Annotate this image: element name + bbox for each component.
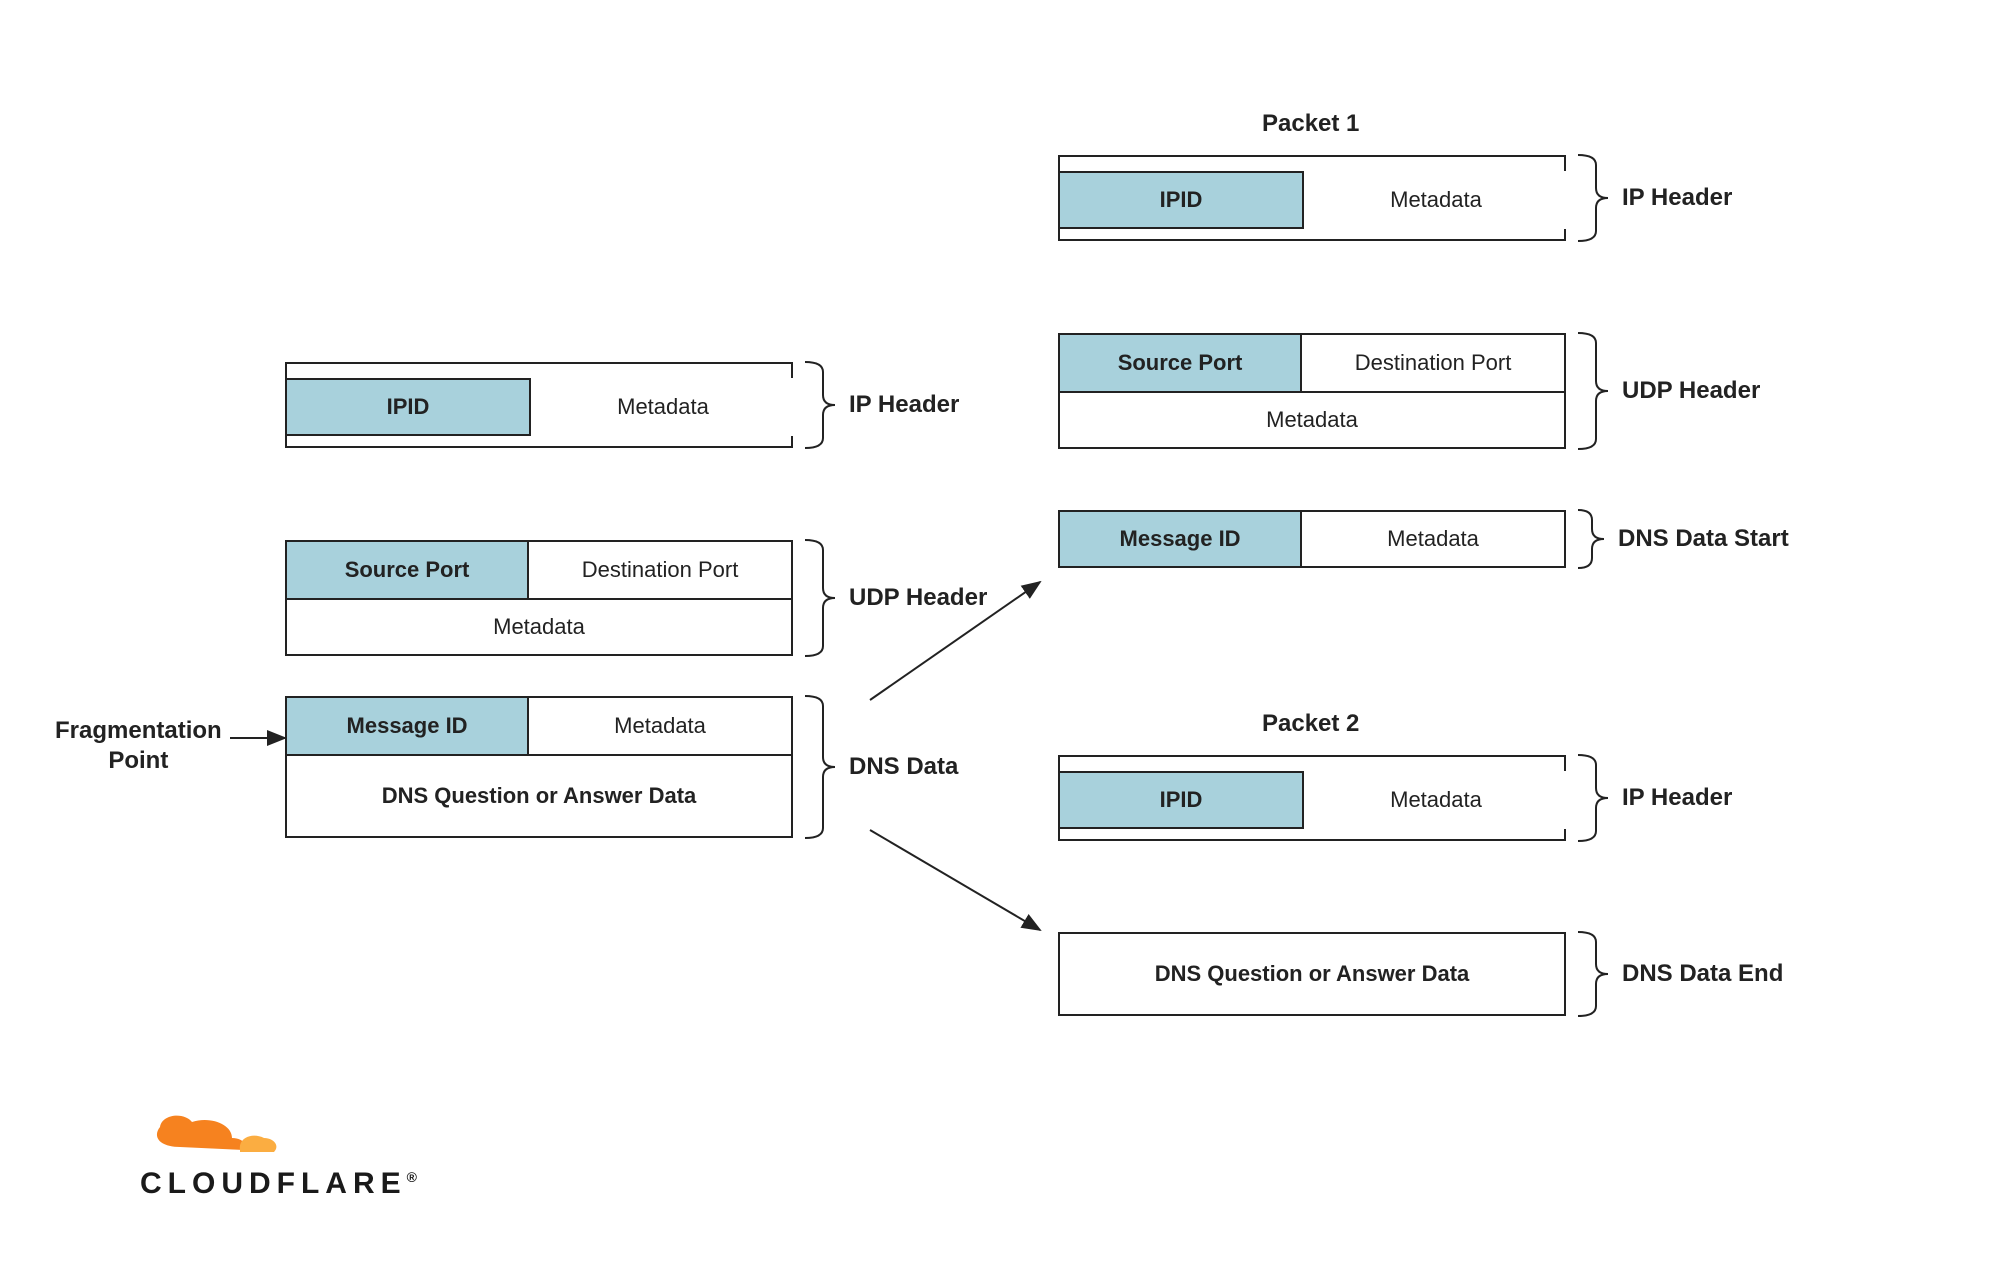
packet-1-title: Packet 1 (1262, 110, 1359, 138)
cell: Metadata (1304, 771, 1568, 829)
cell: Metadata (287, 600, 791, 654)
diagram-label: DNS Data (849, 753, 958, 781)
p1-udp-header: Source PortDestination PortMetadata (1058, 333, 1566, 449)
fragmentation-point-label: FragmentationPoint (55, 716, 222, 776)
highlight-cell: IPID (1060, 771, 1304, 829)
left-dns-data: Message IDMetadataDNS Question or Answer… (285, 696, 793, 838)
highlight-cell: Source Port (287, 542, 529, 598)
cell: Metadata (529, 698, 791, 754)
highlight-cell: IPID (287, 378, 531, 436)
highlight-cell: Message ID (1060, 512, 1302, 566)
diagram-label: IP Header (1622, 184, 1732, 212)
p1-ip-header: IPIDMetadata (1058, 155, 1566, 241)
left-ip-header: IPIDMetadata (285, 362, 793, 448)
cell: Destination Port (529, 542, 791, 598)
diagram-label: UDP Header (1622, 377, 1760, 405)
cloudflare-logo: CLOUDFLARE® (140, 1102, 417, 1201)
cell: DNS Question or Answer Data (287, 756, 791, 836)
cell: Metadata (1302, 512, 1564, 566)
diagram-label: DNS Data Start (1618, 525, 1789, 553)
cell: DNS Question or Answer Data (1060, 934, 1564, 1014)
cell: Metadata (1060, 393, 1564, 447)
cell: Metadata (1304, 171, 1568, 229)
diagram-label: IP Header (849, 391, 959, 419)
highlight-cell: Source Port (1060, 335, 1302, 391)
p1-dns-start: Message IDMetadata (1058, 510, 1566, 568)
cell: Destination Port (1302, 335, 1564, 391)
diagram-label: DNS Data End (1622, 960, 1783, 988)
p2-ip-header: IPIDMetadata (1058, 755, 1566, 841)
diagram-label: UDP Header (849, 584, 987, 612)
left-udp-header: Source PortDestination PortMetadata (285, 540, 793, 656)
highlight-cell: IPID (1060, 171, 1304, 229)
diagram-label: IP Header (1622, 784, 1732, 812)
cell: Metadata (531, 378, 795, 436)
p2-dns-end: DNS Question or Answer Data (1058, 932, 1566, 1016)
highlight-cell: Message ID (287, 698, 529, 754)
logo-text: CLOUDFLARE (140, 1167, 407, 1200)
packet-2-title: Packet 2 (1262, 710, 1359, 738)
